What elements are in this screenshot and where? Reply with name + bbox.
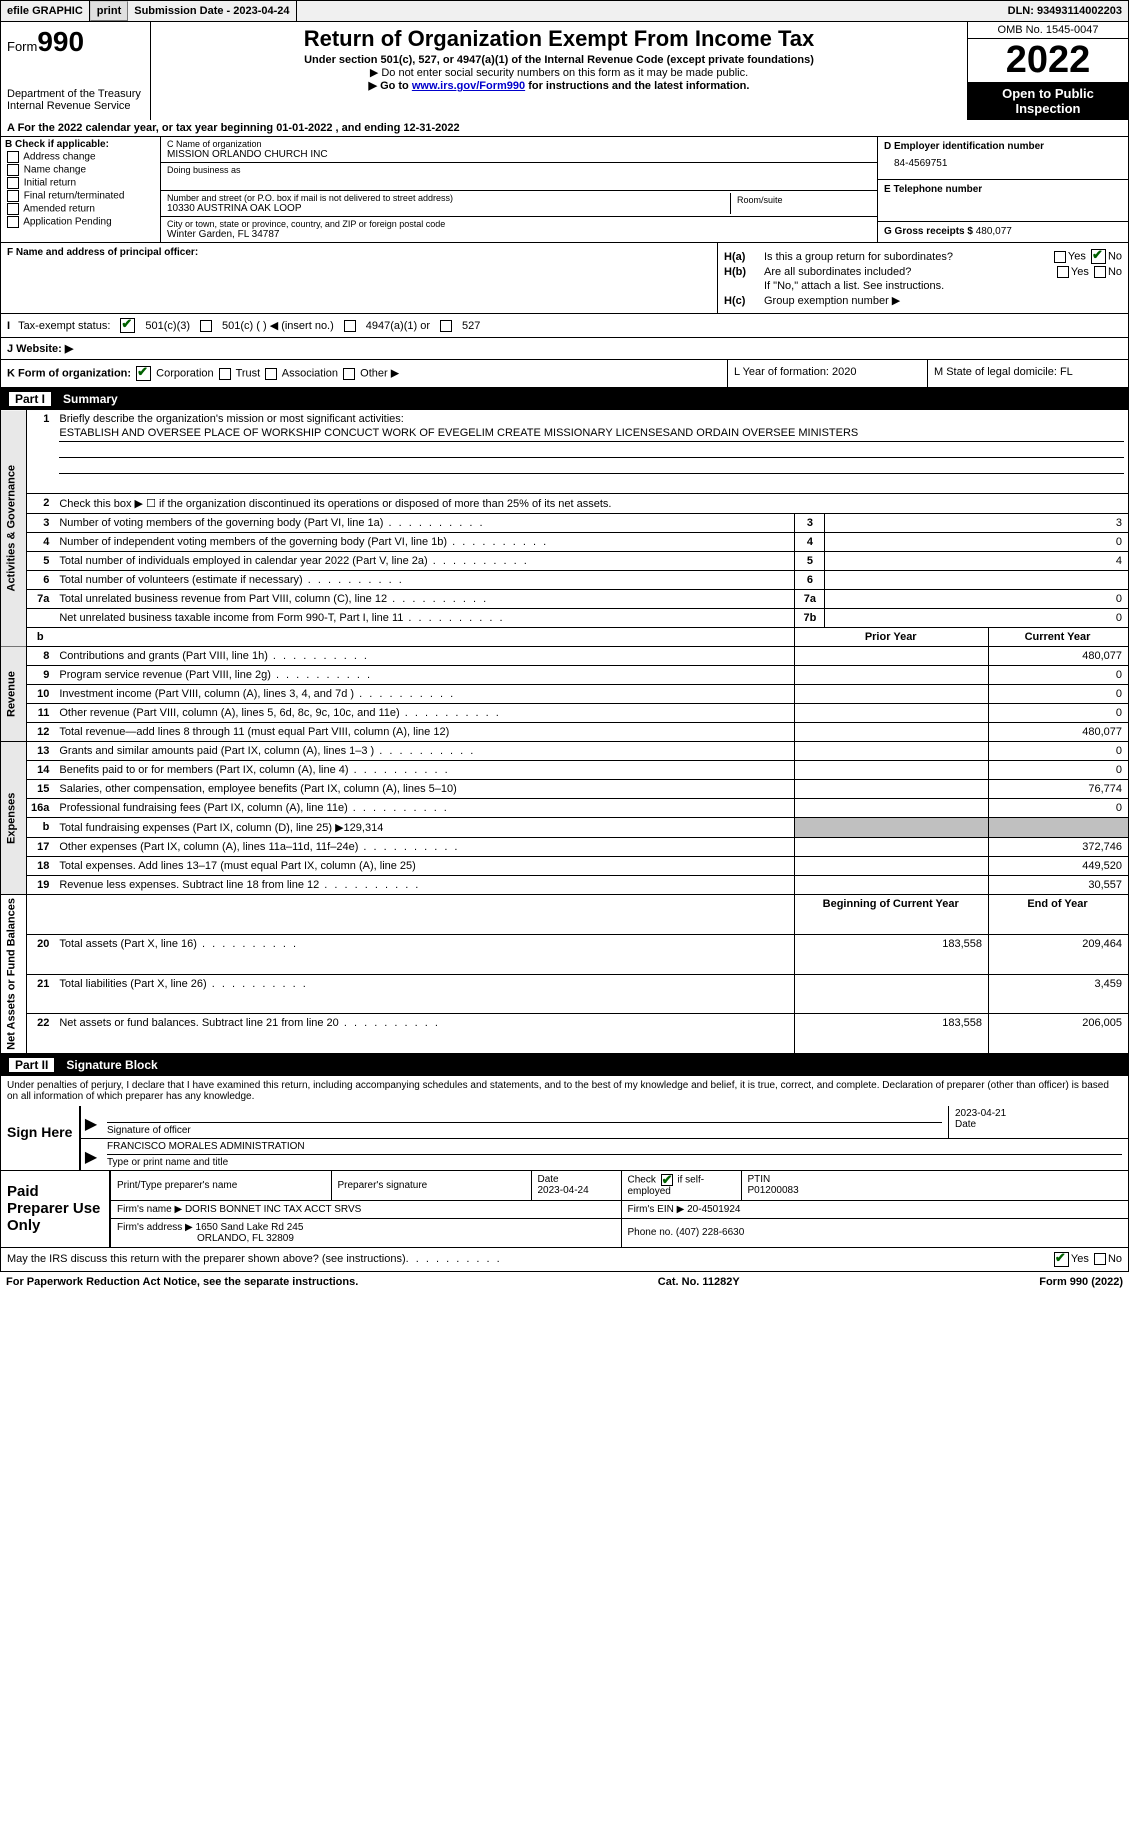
dln-label: DLN: 93493114002203	[1002, 1, 1128, 21]
year-formation: L Year of formation: 2020	[728, 360, 928, 387]
part1-header: Part I Summary	[0, 388, 1129, 410]
col-c-org: C Name of organization MISSION ORLANDO C…	[161, 137, 878, 242]
org-city: Winter Garden, FL 34787	[167, 229, 871, 240]
form-header: Form990 Department of the Treasury Inter…	[0, 22, 1129, 120]
irs-label: Internal Revenue Service	[7, 100, 144, 112]
sig-intro: Under penalties of perjury, I declare th…	[0, 1076, 1129, 1106]
side-expenses: Expenses	[1, 742, 27, 895]
row-i-tax-status: I Tax-exempt status: 501(c)(3) 501(c) ( …	[0, 314, 1129, 338]
prep-date: 2023-04-24	[538, 1185, 589, 1196]
gross-receipts: 480,077	[976, 226, 1012, 237]
chk-initial-return[interactable]: Initial return	[5, 177, 156, 189]
side-revenue: Revenue	[1, 647, 27, 742]
chk-discuss-no[interactable]	[1094, 1253, 1106, 1265]
dept-label: Department of the Treasury	[7, 88, 144, 100]
officer-name: FRANCISCO MORALES ADMINISTRATION	[107, 1141, 1122, 1152]
chk-amended-return[interactable]: Amended return	[5, 203, 156, 215]
efile-label: efile GRAPHIC	[1, 1, 90, 21]
tax-year: 2022	[968, 39, 1128, 82]
firm-addr2: ORLANDO, FL 32809	[117, 1233, 294, 1244]
note-link: ▶ Go to www.irs.gov/Form990 for instruct…	[159, 79, 959, 92]
chk-final-return[interactable]: Final return/terminated	[5, 190, 156, 202]
section-h: H(a) Is this a group return for subordin…	[718, 243, 1128, 313]
state-domicile: M State of legal domicile: FL	[928, 360, 1128, 387]
form-title: Return of Organization Exempt From Incom…	[159, 26, 959, 52]
side-netassets: Net Assets or Fund Balances	[1, 895, 27, 1054]
firm-ein: 20-4501924	[687, 1204, 740, 1215]
chk-assoc[interactable]	[265, 368, 277, 380]
open-inspection: Open to Public Inspection	[968, 82, 1128, 120]
ptin: P01200083	[748, 1185, 799, 1196]
chk-app-pending[interactable]: Application Pending	[5, 216, 156, 228]
may-irs-discuss: May the IRS discuss this return with the…	[0, 1248, 1129, 1272]
chk-corp[interactable]	[136, 366, 151, 381]
top-bar: efile GRAPHIC print Submission Date - 20…	[0, 0, 1129, 22]
chk-address-change[interactable]: Address change	[5, 151, 156, 163]
col-d-ids: D Employer identification number 84-4569…	[878, 137, 1128, 242]
paid-preparer-label: Paid Preparer Use Only	[1, 1171, 111, 1247]
principal-officer: F Name and address of principal officer:	[1, 243, 718, 313]
room-suite-lbl: Room/suite	[731, 193, 871, 214]
chk-name-change[interactable]: Name change	[5, 164, 156, 176]
paid-preparer-block: Paid Preparer Use Only Print/Type prepar…	[0, 1171, 1129, 1248]
header-left: Form990 Department of the Treasury Inter…	[1, 22, 151, 120]
note-ssn: ▶ Do not enter social security numbers o…	[159, 66, 959, 79]
firm-addr1: 1650 Sand Lake Rd 245	[196, 1222, 304, 1233]
row-k-org-form: K Form of organization: Corporation Trus…	[0, 360, 1129, 388]
page-footer: For Paperwork Reduction Act Notice, see …	[0, 1272, 1129, 1292]
chk-discuss-yes[interactable]	[1054, 1252, 1069, 1267]
chk-527[interactable]	[440, 320, 452, 332]
chk-501c[interactable]	[200, 320, 212, 332]
section-bcd: B Check if applicable: Address change Na…	[0, 137, 1129, 243]
sign-here-label: Sign Here	[1, 1106, 81, 1170]
side-activities: Activities & Governance	[1, 410, 27, 647]
row-a-period: A For the 2022 calendar year, or tax yea…	[0, 120, 1129, 137]
summary-table: Activities & Governance 1 Briefly descri…	[0, 410, 1129, 1054]
col-b-checkboxes: B Check if applicable: Address change Na…	[1, 137, 161, 242]
chk-4947[interactable]	[344, 320, 356, 332]
org-street: 10330 AUSTRINA OAK LOOP	[167, 203, 730, 214]
submission-date: Submission Date - 2023-04-24	[128, 1, 296, 21]
header-center: Return of Organization Exempt From Incom…	[151, 22, 968, 120]
org-name: MISSION ORLANDO CHURCH INC	[167, 149, 871, 160]
part2-header: Part II Signature Block	[0, 1054, 1129, 1076]
omb-number: OMB No. 1545-0047	[968, 22, 1128, 39]
ein-value: 84-4569751	[884, 152, 1122, 175]
row-j-website: J Website: ▶	[0, 338, 1129, 360]
mission-text: ESTABLISH AND OVERSEE PLACE OF WORKSHIP …	[59, 425, 1124, 442]
header-right: OMB No. 1545-0047 2022 Open to Public In…	[968, 22, 1128, 120]
irs-link[interactable]: www.irs.gov/Form990	[412, 80, 525, 92]
print-button[interactable]: print	[90, 1, 128, 21]
form-subtitle: Under section 501(c), 527, or 4947(a)(1)…	[159, 54, 959, 66]
firm-name: DORIS BONNET INC TAX ACCT SRVS	[185, 1204, 361, 1215]
sig-date: 2023-04-21	[955, 1108, 1122, 1119]
sign-here-block: Sign Here ▶ Signature of officer 2023-04…	[0, 1106, 1129, 1171]
chk-trust[interactable]	[219, 368, 231, 380]
section-fh: F Name and address of principal officer:…	[0, 243, 1129, 314]
chk-501c3[interactable]	[120, 318, 135, 333]
chk-other[interactable]	[343, 368, 355, 380]
firm-phone: (407) 228-6630	[676, 1227, 744, 1238]
